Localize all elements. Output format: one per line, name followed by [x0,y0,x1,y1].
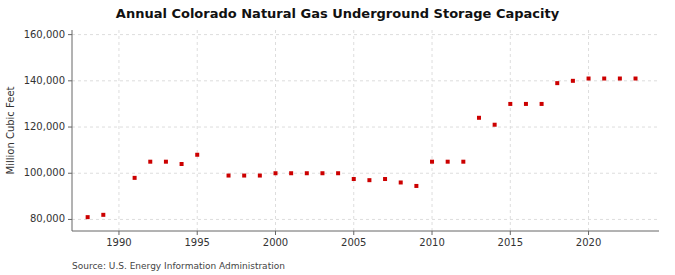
point [164,160,168,164]
point [148,160,152,164]
point [430,160,434,164]
point [524,102,528,106]
point [133,176,137,180]
point [227,174,231,178]
y-grid-line [72,127,659,128]
x-tick [275,231,276,235]
x-tick-label: 2010 [419,237,444,248]
x-tick-label: 2005 [341,237,366,248]
point [555,81,559,85]
point [305,171,309,175]
y-tick-label: 120,000 [24,121,65,132]
point [602,77,606,81]
x-grid-line [432,30,433,231]
y-grid-line [72,219,659,220]
x-tick-label: 1995 [185,237,210,248]
x-grid-line [197,30,198,231]
x-tick [432,231,433,235]
x-axis-line [72,231,659,232]
point [258,174,262,178]
x-tick [353,231,354,235]
y-tick-label: 140,000 [24,75,65,86]
points [86,77,638,220]
chart: 80,000 100,000 120,000 140,000 160,000 1990 19… [0,0,675,275]
x-tick-label: 2015 [498,237,523,248]
point [336,171,340,175]
point [273,171,277,175]
point [571,79,575,83]
point [446,160,450,164]
x-tick-label: 1990 [106,237,131,248]
x-tick-label: 2020 [576,237,601,248]
point [180,162,184,166]
point [195,153,199,157]
point [618,77,622,81]
point [493,123,497,127]
point [289,171,293,175]
y-tick [68,80,72,81]
point [101,213,105,217]
y-grid-line [72,34,659,35]
point [634,77,638,81]
y-tick [68,173,72,174]
x-tick [118,231,119,235]
x-tick [510,231,511,235]
point [587,77,591,81]
source: Source: U.S. Energy Information Administ… [72,261,285,271]
point [508,102,512,106]
point [352,177,356,181]
point [540,102,544,106]
x-grid-line [118,30,119,231]
point [383,177,387,181]
axes: 80,000 100,000 120,000 140,000 160,000 1990 19… [24,29,659,248]
point [86,215,90,219]
x-tick-label: 2000 [263,237,288,248]
point [414,184,418,188]
y-axis-label: Million Cubic Feet [5,86,16,174]
grid [72,30,659,231]
x-grid-line [510,30,511,231]
y-tick [68,127,72,128]
point [461,160,465,164]
y-tick-label: 100,000 [24,167,65,178]
point [399,180,403,184]
point [477,116,481,120]
x-tick [197,231,198,235]
y-tick-label: 80,000 [30,213,65,224]
point [367,178,371,182]
y-tick-label: 160,000 [24,29,65,40]
title: Annual Colorado Natural Gas Underground … [116,6,560,21]
x-grid-line [353,30,354,231]
point [242,174,246,178]
x-tick [588,231,589,235]
y-axis-line [72,30,73,231]
x-grid-line [275,30,276,231]
x-grid-line [588,30,589,231]
y-tick [68,219,72,220]
y-grid-line [72,173,659,174]
point [320,171,324,175]
y-tick [68,34,72,35]
